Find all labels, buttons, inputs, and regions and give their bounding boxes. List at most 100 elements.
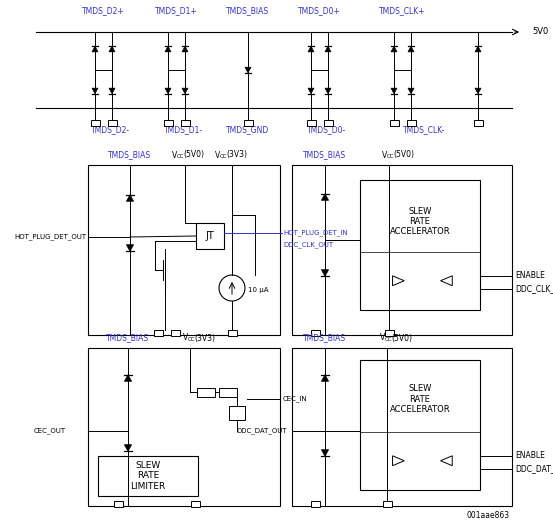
Polygon shape [408, 46, 414, 52]
Bar [383, 501, 392, 507]
Bar [197, 388, 215, 397]
Bar [384, 330, 394, 335]
Text: V: V [172, 151, 178, 160]
Text: CC: CC [176, 154, 184, 159]
Bar [88, 165, 280, 335]
Polygon shape [321, 194, 328, 201]
Polygon shape [109, 88, 115, 93]
Bar [196, 223, 224, 249]
Text: (5V0): (5V0) [393, 151, 414, 160]
Bar [98, 456, 198, 496]
Bar [406, 120, 415, 125]
Bar [306, 120, 316, 125]
Text: TMDS_CLK-: TMDS_CLK- [403, 125, 445, 134]
Text: CC: CC [384, 337, 392, 342]
Bar [292, 348, 512, 506]
Polygon shape [475, 88, 481, 93]
Text: HOT_PLUG_DET_IN: HOT_PLUG_DET_IN [283, 229, 348, 236]
Bar [243, 120, 253, 125]
Bar [170, 330, 180, 335]
Polygon shape [391, 46, 397, 52]
Bar [227, 330, 237, 335]
Text: (3V3): (3V3) [194, 333, 215, 342]
Text: TMDS_BIAS: TMDS_BIAS [226, 6, 269, 16]
Text: (5V0): (5V0) [391, 333, 412, 342]
Polygon shape [124, 445, 132, 452]
Text: CC: CC [220, 154, 227, 159]
Text: 001aae863: 001aae863 [467, 511, 510, 520]
Polygon shape [475, 46, 481, 52]
Polygon shape [391, 88, 397, 93]
Bar [107, 120, 117, 125]
Bar [88, 348, 280, 506]
Polygon shape [165, 88, 171, 93]
Polygon shape [325, 88, 331, 93]
Bar [190, 501, 200, 507]
Text: (3V3): (3V3) [226, 151, 247, 160]
Text: V: V [183, 333, 188, 342]
Text: TMDS_D1+: TMDS_D1+ [155, 6, 197, 16]
Bar [219, 388, 237, 397]
Text: TMDS_CLK+: TMDS_CLK+ [379, 6, 425, 16]
Text: (5V0): (5V0) [183, 151, 204, 160]
Bar [473, 120, 483, 125]
Polygon shape [92, 88, 98, 93]
Polygon shape [245, 67, 251, 73]
Text: DDC_CLK_OUT: DDC_CLK_OUT [283, 242, 333, 248]
Polygon shape [325, 46, 331, 52]
Text: TMDS_D0+: TMDS_D0+ [298, 6, 341, 16]
Polygon shape [321, 450, 328, 456]
Bar [180, 120, 190, 125]
Polygon shape [127, 245, 134, 251]
Text: HOT_PLUG_DET_OUT: HOT_PLUG_DET_OUT [14, 234, 86, 240]
Text: SLEW
RATE
LIMITER: SLEW RATE LIMITER [131, 461, 166, 491]
Bar [292, 165, 512, 335]
Polygon shape [321, 375, 328, 381]
Text: TMDS_D1-: TMDS_D1- [164, 125, 204, 134]
Bar [389, 120, 399, 125]
Bar [324, 120, 332, 125]
Bar [360, 360, 480, 490]
Text: TMDS_D2+: TMDS_D2+ [82, 6, 124, 16]
Text: CC: CC [387, 154, 394, 159]
Text: ENABLE: ENABLE [515, 452, 545, 460]
Text: CEC_OUT: CEC_OUT [34, 428, 66, 434]
Text: V: V [382, 151, 387, 160]
Polygon shape [92, 46, 98, 52]
Bar [310, 501, 320, 507]
Bar [164, 120, 173, 125]
Polygon shape [124, 375, 132, 381]
Text: JT: JT [206, 231, 215, 241]
Text: DDC_DAT_IN: DDC_DAT_IN [515, 464, 553, 473]
Text: V: V [380, 333, 385, 342]
Polygon shape [321, 270, 328, 276]
Polygon shape [127, 195, 134, 201]
Bar [360, 180, 480, 310]
Polygon shape [182, 46, 188, 52]
Text: TMDS_BIAS: TMDS_BIAS [304, 333, 347, 342]
Polygon shape [182, 88, 188, 93]
Text: TMDS_BIAS: TMDS_BIAS [108, 151, 152, 160]
Polygon shape [308, 46, 314, 52]
Bar [113, 501, 123, 507]
Text: TMDS_GND: TMDS_GND [226, 125, 270, 134]
Text: TMDS_BIAS: TMDS_BIAS [304, 151, 347, 160]
Polygon shape [109, 46, 115, 52]
Bar [310, 330, 320, 335]
Text: SLEW
RATE
ACCELERATOR: SLEW RATE ACCELERATOR [390, 207, 450, 236]
Text: 10 μA: 10 μA [248, 287, 269, 293]
Text: 5V0: 5V0 [532, 27, 548, 37]
Bar [154, 330, 163, 335]
Text: DDC_DAT_OUT: DDC_DAT_OUT [236, 428, 287, 434]
Bar [229, 406, 245, 420]
Text: CC: CC [187, 337, 195, 342]
Text: TMDS_D2-: TMDS_D2- [91, 125, 131, 134]
Text: DDC_CLK_IN: DDC_CLK_IN [515, 284, 553, 293]
Text: CEC_IN: CEC_IN [283, 396, 307, 402]
Text: TMDS_BIAS: TMDS_BIAS [106, 333, 149, 342]
Text: V: V [215, 151, 220, 160]
Text: TMDS_D0-: TMDS_D0- [307, 125, 347, 134]
Text: SLEW
RATE
ACCELERATOR: SLEW RATE ACCELERATOR [390, 384, 450, 414]
Text: ENABLE: ENABLE [515, 271, 545, 280]
Polygon shape [308, 88, 314, 93]
